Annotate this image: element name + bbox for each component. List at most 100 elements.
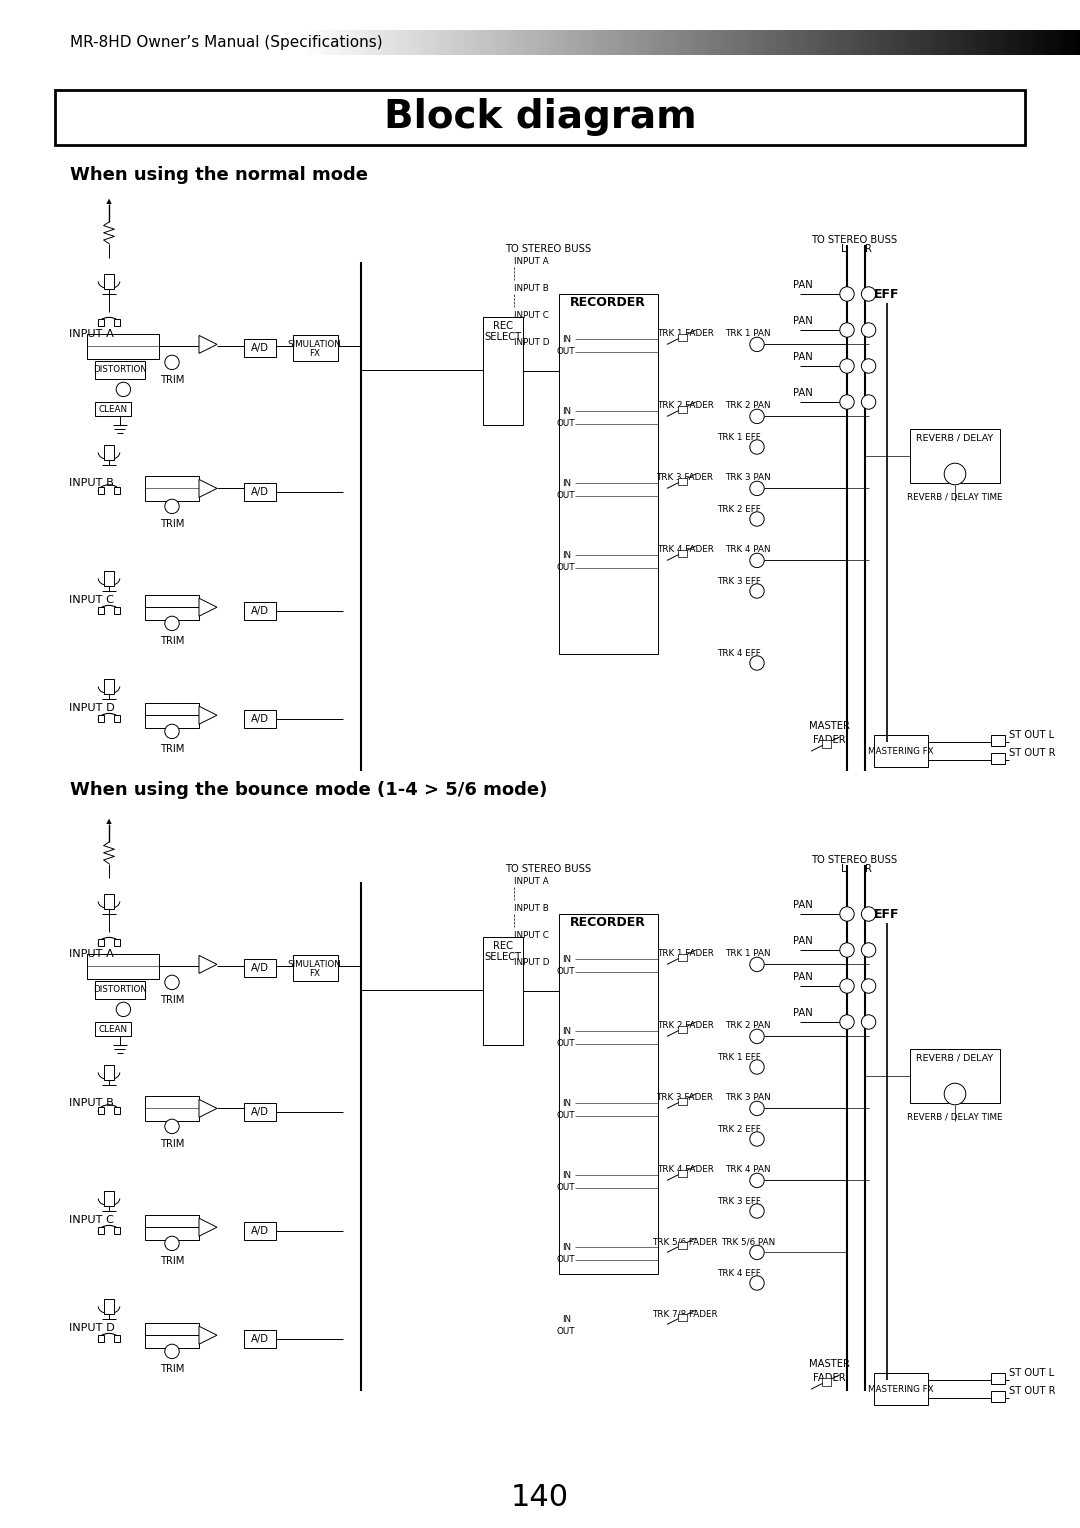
Bar	[819, 31, 823, 55]
Bar	[869, 31, 874, 55]
Text: A/D: A/D	[252, 342, 269, 353]
Bar	[874, 1374, 928, 1406]
Bar	[332, 31, 335, 55]
Text: TRIM: TRIM	[160, 1256, 185, 1267]
Circle shape	[165, 975, 179, 990]
Bar	[145, 703, 199, 727]
Text: TRK 2 FADER: TRK 2 FADER	[657, 1021, 714, 1030]
Text: TRK 4 PAN: TRK 4 PAN	[726, 545, 771, 555]
Text: INPUT A: INPUT A	[69, 329, 114, 339]
Text: Block diagram: Block diagram	[383, 98, 697, 136]
Text: PAN: PAN	[793, 351, 813, 362]
Bar	[663, 31, 666, 55]
Polygon shape	[106, 199, 111, 205]
Bar	[244, 1222, 276, 1239]
Text: TRK 3 PAN: TRK 3 PAN	[725, 474, 771, 483]
Text: IN: IN	[562, 1170, 570, 1180]
Bar	[559, 914, 658, 1274]
Text: EFF: EFF	[874, 908, 900, 920]
Text: TO STEREO BUSS: TO STEREO BUSS	[811, 856, 897, 865]
Bar	[874, 31, 877, 55]
Bar	[905, 31, 908, 55]
Bar	[1061, 31, 1065, 55]
Text: TRK 5/6 FADER: TRK 5/6 FADER	[652, 1238, 718, 1247]
Bar	[596, 31, 600, 55]
Polygon shape	[199, 1218, 217, 1236]
Bar	[104, 445, 114, 460]
Bar	[114, 940, 120, 946]
Bar	[98, 486, 104, 494]
Bar	[545, 31, 550, 55]
Text: TRIM: TRIM	[160, 1140, 185, 1149]
Bar	[893, 31, 896, 55]
Bar	[924, 31, 928, 55]
Bar	[678, 550, 687, 556]
Bar	[823, 31, 826, 55]
Circle shape	[165, 616, 179, 631]
Circle shape	[750, 410, 765, 423]
Bar	[472, 31, 475, 55]
Text: IN: IN	[562, 335, 570, 344]
Bar	[654, 31, 659, 55]
Bar	[562, 31, 565, 55]
Text: TRK 7/8 FADER: TRK 7/8 FADER	[652, 1309, 718, 1319]
Bar	[98, 607, 104, 614]
Bar	[347, 31, 351, 55]
Text: TRK 1 EFF: TRK 1 EFF	[717, 434, 761, 443]
Bar	[795, 31, 799, 55]
Circle shape	[165, 500, 179, 513]
Bar	[983, 31, 986, 55]
Bar	[756, 31, 760, 55]
Bar	[834, 31, 838, 55]
Bar	[98, 1227, 104, 1235]
Text: OUT: OUT	[557, 1254, 576, 1264]
Bar	[114, 1106, 120, 1114]
Bar	[323, 31, 327, 55]
Bar	[901, 31, 905, 55]
Bar	[390, 31, 393, 55]
Bar	[775, 31, 780, 55]
Text: CLEAN: CLEAN	[98, 1025, 127, 1034]
Text: PAN: PAN	[793, 316, 813, 325]
Bar	[542, 31, 545, 55]
Text: IN: IN	[562, 550, 570, 559]
Bar	[928, 31, 932, 55]
Text: MASTER: MASTER	[809, 721, 850, 730]
Text: INPUT C: INPUT C	[514, 312, 549, 319]
Bar	[370, 31, 374, 55]
Text: A/D: A/D	[252, 487, 269, 497]
Bar	[881, 31, 885, 55]
Bar	[335, 31, 339, 55]
Bar	[114, 715, 120, 723]
Bar	[671, 31, 674, 55]
Circle shape	[750, 338, 765, 351]
Bar	[1076, 31, 1080, 55]
Bar	[104, 1299, 114, 1314]
Text: FADER: FADER	[812, 1374, 846, 1383]
Text: MR-8HD Owner’s Manual (Specifications): MR-8HD Owner’s Manual (Specifications)	[70, 35, 382, 50]
Bar	[87, 333, 160, 359]
Bar	[1045, 31, 1049, 55]
Bar	[382, 31, 386, 55]
Bar	[460, 31, 463, 55]
Text: ST OUT R: ST OUT R	[1009, 749, 1055, 758]
Bar	[877, 31, 881, 55]
Circle shape	[862, 287, 876, 301]
Circle shape	[750, 481, 765, 495]
Bar	[838, 31, 842, 55]
Bar	[780, 31, 784, 55]
Bar	[393, 31, 397, 55]
Bar	[95, 981, 145, 999]
Bar	[842, 31, 846, 55]
Polygon shape	[199, 1100, 217, 1117]
Text: DISTORTION: DISTORTION	[93, 986, 147, 995]
Bar	[850, 31, 854, 55]
Text: A/D: A/D	[252, 1106, 269, 1117]
Bar	[104, 894, 114, 909]
Bar	[799, 31, 804, 55]
Circle shape	[165, 354, 179, 370]
Text: FX: FX	[309, 969, 320, 978]
Bar	[822, 741, 831, 747]
Bar	[698, 31, 702, 55]
Text: TRK 1 FADER: TRK 1 FADER	[657, 949, 714, 958]
